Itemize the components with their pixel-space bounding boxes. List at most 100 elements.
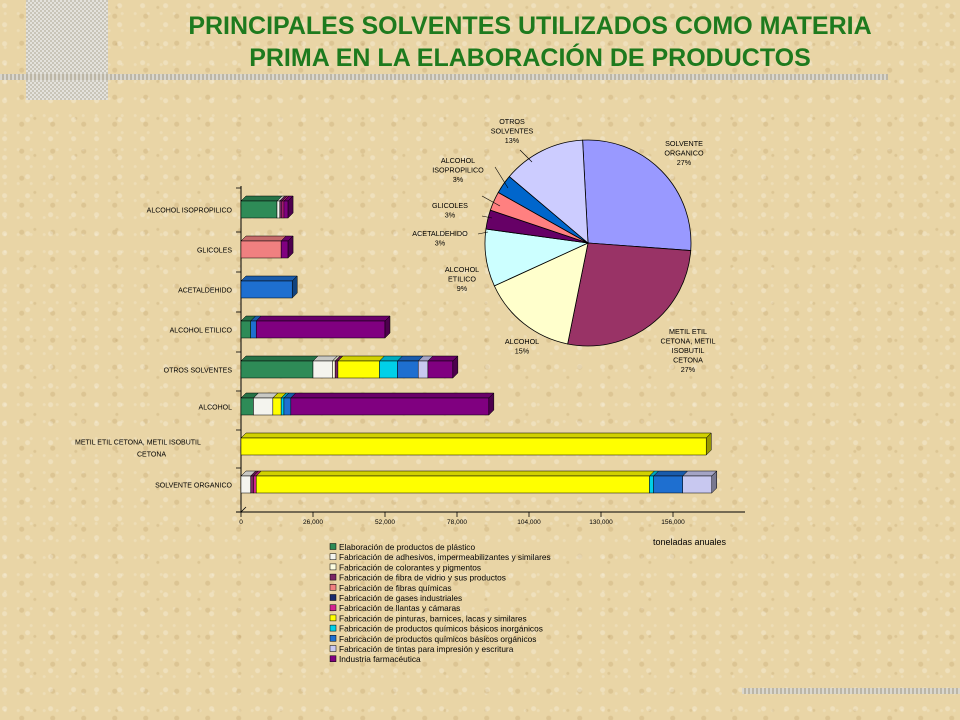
pie-label-line: ETILICO bbox=[448, 275, 476, 284]
bar-segment-alcohol bbox=[272, 397, 282, 416]
title-line-2: PRIMA EN LA ELABORACIÓN DE PRODUCTOS bbox=[249, 44, 811, 72]
bar-top-face bbox=[255, 470, 656, 477]
legend-label: Elaboración de productos de plástico bbox=[339, 542, 475, 552]
legend-swatch bbox=[329, 563, 337, 571]
pie-label-line: ORGANICO bbox=[664, 149, 704, 158]
bar-segment-otros-solventes bbox=[379, 360, 398, 379]
bar-segment-acetaldehido bbox=[240, 280, 293, 299]
legend-swatch bbox=[329, 543, 337, 550]
pie-slice-alcohol bbox=[493, 242, 589, 345]
legend-swatch bbox=[329, 645, 337, 652]
bar-segment-solvente-organico bbox=[250, 475, 254, 494]
bar-segment-alcohol-isopropilico bbox=[240, 200, 278, 219]
legend-swatch bbox=[329, 635, 337, 642]
category-label: ALCOHOL ISOPROPILICO bbox=[147, 208, 233, 215]
legend-label: Fabricación de adhesivos, impermeabiliza… bbox=[339, 552, 551, 562]
bar-segment-otros-solventes bbox=[332, 360, 336, 379]
legend-swatch bbox=[329, 614, 337, 622]
pie-label-line: ISOPROPILICO bbox=[432, 166, 484, 175]
bar-top-face bbox=[240, 432, 712, 439]
pie-label-line: ALCOHOL bbox=[441, 156, 475, 165]
bar-segment-alcohol-isopropilico bbox=[276, 200, 281, 219]
legend-label: Industria farmacéutica bbox=[339, 654, 421, 664]
legend-swatch bbox=[329, 594, 337, 601]
decorative-line-bottom bbox=[742, 688, 960, 694]
bar-segment-solvente-organico bbox=[653, 475, 683, 494]
pie-label-otros-solventes: OTROS SOLVENTES 13% bbox=[491, 117, 534, 145]
pie-label-line: CETONA bbox=[673, 356, 703, 365]
pie-label-line: ISOBUTIL bbox=[672, 346, 705, 355]
legend-label: Fabricación de productos químicos básico… bbox=[339, 624, 543, 634]
x-axis-depth bbox=[240, 506, 247, 513]
legend-swatch bbox=[329, 553, 337, 560]
bar-top-face bbox=[240, 355, 319, 362]
bar-side-face bbox=[488, 392, 495, 416]
legend-swatch bbox=[329, 573, 337, 581]
title-line-1: PRINCIPALES SOLVENTES UTILIZADOS COMO MA… bbox=[188, 12, 872, 40]
bar-side-face bbox=[287, 235, 294, 259]
pie-leader-line bbox=[481, 195, 501, 207]
decorative-line-top bbox=[0, 74, 888, 80]
category-label: ACETALDEHIDO bbox=[178, 288, 232, 295]
pie-slice-metil-etil-cetona-metil-isobutil-cetona bbox=[567, 242, 692, 347]
pie-label-alcohol-etilico: ALCOHOL ETILICO 9% bbox=[445, 265, 479, 293]
legend-label: Fabricación de llantas y cámaras bbox=[339, 603, 460, 613]
bar-side-face bbox=[705, 432, 712, 456]
bar-side-face bbox=[452, 355, 459, 379]
pie-label-line: METIL ETIL bbox=[669, 327, 707, 336]
pie-label-alcohol-isopropilico: ALCOHOL ISOPROPILICO 3% bbox=[432, 156, 484, 184]
pie-percent-label: 27% bbox=[681, 365, 696, 374]
bar-top-face bbox=[240, 235, 287, 242]
bar-segment-alcohol bbox=[283, 397, 292, 416]
bar-segment-metil-etil-cetona-metil-isobutil-cetona bbox=[240, 437, 707, 456]
bar-segment-alcohol-etilico bbox=[240, 320, 251, 339]
bar-side-face bbox=[711, 470, 718, 494]
bar-segment-solvente-organico bbox=[253, 475, 257, 494]
bar-segment-glicoles bbox=[280, 240, 289, 259]
bar-segment-glicoles bbox=[240, 240, 282, 259]
bar-segment-alcohol bbox=[280, 397, 285, 416]
pie-percent-label: 3% bbox=[453, 175, 464, 184]
legend-swatch bbox=[329, 624, 337, 632]
pie-percent-label: 15% bbox=[515, 347, 530, 356]
legend-label: Fabricación de productos químicos básico… bbox=[339, 634, 536, 644]
bar-segment-alcohol-etilico bbox=[250, 320, 257, 339]
pie-percent-label: 27% bbox=[677, 158, 692, 167]
pie-slice-otros-solventes bbox=[508, 139, 589, 244]
pie-label-metil-etil-cetona-metil-isobutil-cetona: METIL ETIL CETONA, METIL ISOBUTIL CETONA 27% bbox=[661, 327, 716, 374]
bar-segment-alcohol-isopropilico bbox=[279, 200, 283, 219]
pie-leader-line bbox=[477, 231, 489, 235]
legend-label: Fabricación de pinturas, barnices, lacas… bbox=[339, 613, 527, 623]
bar-segment-solvente-organico bbox=[682, 475, 713, 494]
category-label: GLICOLES bbox=[197, 248, 232, 255]
bar-segment-solvente-organico bbox=[255, 475, 650, 494]
pie-label-line: GLICOLES bbox=[432, 201, 468, 210]
page-title: PRINCIPALES SOLVENTES UTILIZADOS COMO MA… bbox=[110, 10, 950, 74]
bar-segment-alcohol-isopropilico bbox=[283, 200, 289, 219]
x-tick-label: 52,000 bbox=[375, 519, 395, 526]
bar-top-face bbox=[653, 470, 689, 477]
bar-top-face bbox=[255, 315, 391, 322]
pie-label-glicoles: GLICOLES 3% bbox=[432, 201, 468, 220]
legend-swatch bbox=[329, 584, 337, 591]
legend-swatch bbox=[329, 655, 337, 662]
legend-label: Fabricación de fibra de vidrio y sus pro… bbox=[339, 573, 506, 583]
bar-top-face bbox=[240, 195, 283, 202]
bar-side-face bbox=[287, 195, 294, 219]
pie-percent-label: 13% bbox=[505, 136, 520, 145]
pie-leader-line bbox=[519, 149, 533, 163]
pie-label-line: OTROS bbox=[499, 117, 525, 126]
legend-label: Fabricación de tintas para impresión y e… bbox=[339, 644, 514, 654]
bar-top-face bbox=[337, 355, 386, 362]
category-label: ALCOHOL ETILICO bbox=[170, 328, 233, 335]
pie-label-line: SOLVENTE bbox=[665, 139, 703, 148]
pie-label-line: CETONA, METIL bbox=[661, 337, 716, 346]
bar-segment-otros-solventes bbox=[312, 360, 333, 379]
bar-segment-otros-solventes bbox=[334, 360, 339, 379]
pie-label-solvente-organico: SOLVENTE ORGANICO 27% bbox=[664, 139, 704, 167]
bar-segment-otros-solventes bbox=[240, 360, 314, 379]
x-tick-label: 26,000 bbox=[303, 519, 323, 526]
bar-segment-otros-solventes bbox=[337, 360, 380, 379]
pie-label-acetaldehido: ACETALDEHIDO 3% bbox=[412, 229, 468, 248]
